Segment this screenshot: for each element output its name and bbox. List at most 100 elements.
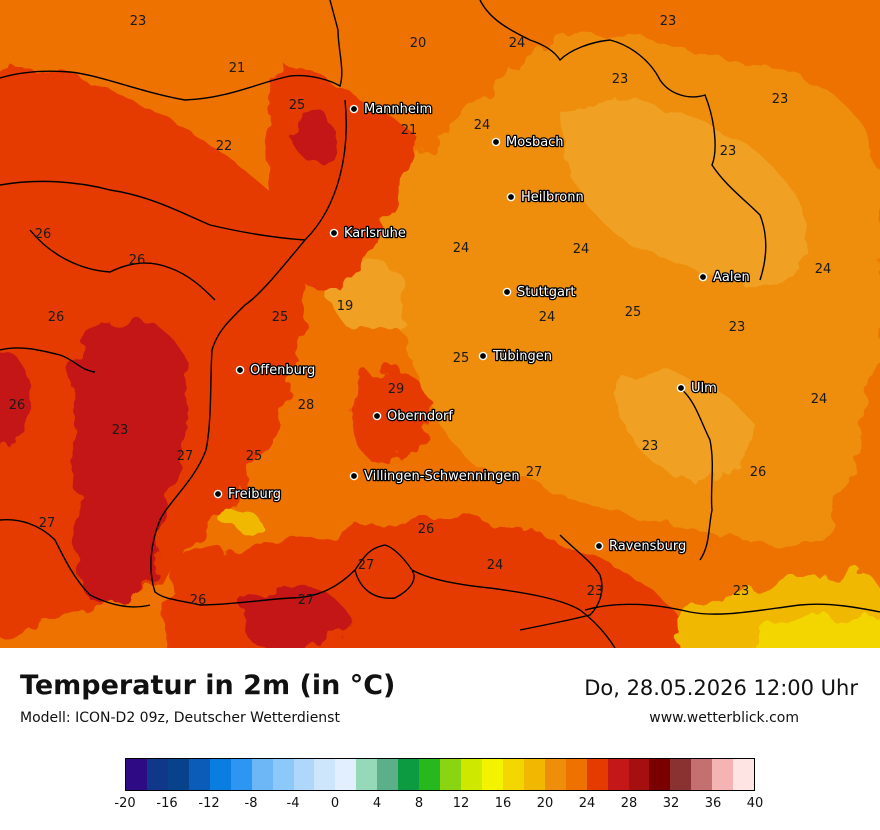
city-marker: Aalen bbox=[698, 269, 751, 286]
city-label: Heilbronn bbox=[521, 190, 584, 205]
city-label: Ulm bbox=[691, 381, 717, 396]
forecast-datetime: Do, 28.05.2026 12:00 Uhr bbox=[584, 676, 858, 700]
city-marker: Mosbach bbox=[491, 134, 565, 151]
temp-value-label: 27 bbox=[298, 593, 315, 608]
temp-value-label: 24 bbox=[573, 242, 590, 257]
legend-swatch bbox=[461, 759, 482, 790]
city-dot bbox=[213, 489, 223, 499]
legend-swatch bbox=[272, 759, 294, 790]
legend-swatch bbox=[377, 759, 399, 790]
city-marker: Heilbronn bbox=[506, 189, 585, 206]
city-marker: Oberndorf bbox=[372, 408, 455, 425]
temp-value-label: 20 bbox=[410, 36, 427, 51]
legend-swatch bbox=[251, 759, 273, 790]
legend-tick-label: 8 bbox=[414, 796, 424, 811]
border-line bbox=[679, 387, 713, 561]
temp-value-label: 25 bbox=[272, 310, 289, 325]
city-dot bbox=[506, 192, 516, 202]
legend-swatch bbox=[607, 759, 629, 790]
city-dot bbox=[349, 471, 359, 481]
city-dot bbox=[491, 137, 501, 147]
border-lines bbox=[0, 0, 880, 648]
legend-swatch bbox=[419, 759, 441, 790]
city-marker: Freiburg bbox=[213, 486, 282, 503]
temp-field-alps-cold bbox=[758, 614, 880, 648]
legend-swatch bbox=[398, 759, 420, 790]
legend-swatch bbox=[146, 759, 168, 790]
border-line bbox=[150, 239, 616, 648]
legend-tick-label: 12 bbox=[452, 796, 470, 811]
legend-tick-label: -4 bbox=[286, 796, 300, 811]
legend-tick-label: -16 bbox=[156, 796, 178, 811]
legend-ticks: -20 -16 -12 -8 -4 0 4 8 12 16 20 24 28 32 36 40 bbox=[114, 796, 763, 816]
legend-swatch bbox=[670, 759, 692, 790]
city-label: Mosbach bbox=[506, 135, 564, 150]
legend-swatch bbox=[440, 759, 461, 790]
legend-swatch bbox=[209, 759, 231, 790]
website-link[interactable]: www.wetterblick.com bbox=[649, 710, 799, 726]
legend-tick-label: -8 bbox=[244, 796, 258, 811]
border-line bbox=[0, 347, 96, 373]
city-dot bbox=[478, 351, 488, 361]
city-label: Aalen bbox=[713, 270, 750, 285]
legend-swatch bbox=[712, 759, 734, 790]
legend-swatch bbox=[628, 759, 650, 790]
temp-value-label: 26 bbox=[9, 398, 26, 413]
temperature-map: 23 20 24 23 21 23 23 25 21 24 22 23 26 26 24 24 24 26 25 19… bbox=[0, 0, 880, 648]
temp-value-label: 27 bbox=[177, 449, 194, 464]
legend-swatch bbox=[565, 759, 587, 790]
city-marker: Offenburg bbox=[235, 362, 317, 379]
legend-tick-label: 20 bbox=[536, 796, 554, 811]
legend-tick-label: 28 bbox=[620, 796, 638, 811]
legend-tick-label: -12 bbox=[198, 796, 220, 811]
temp-value-label: 23 bbox=[587, 584, 604, 599]
legend-swatch bbox=[335, 759, 357, 790]
temp-value-label: 23 bbox=[733, 584, 750, 599]
temp-value-label: 27 bbox=[526, 465, 543, 480]
temp-value-label: 24 bbox=[453, 241, 470, 256]
legend-tick-label: 24 bbox=[578, 796, 596, 811]
legend-swatch bbox=[356, 759, 378, 790]
legend-swatch bbox=[586, 759, 608, 790]
temp-value-label: 24 bbox=[811, 392, 828, 407]
city-label: Offenburg bbox=[250, 363, 315, 378]
border-line bbox=[519, 534, 603, 631]
temp-field-26d bbox=[351, 369, 430, 462]
city-marker: Ravensburg bbox=[594, 538, 688, 555]
city-marker: Mannheim bbox=[349, 101, 433, 118]
legend-swatch bbox=[293, 759, 315, 790]
temp-value-label: 23 bbox=[642, 439, 659, 454]
city-label: Stuttgart bbox=[517, 285, 575, 300]
temp-value-label: 23 bbox=[130, 14, 147, 29]
temp-value-label: 25 bbox=[289, 98, 306, 113]
temp-field-22b bbox=[618, 372, 752, 482]
temp-value-label: 26 bbox=[35, 227, 52, 242]
temp-value-label: 22 bbox=[216, 139, 233, 154]
temp-value-label: 27 bbox=[358, 558, 375, 573]
legend-tick-label: 0 bbox=[330, 796, 340, 811]
model-source: Modell: ICON-D2 09z, Deutscher Wetterdie… bbox=[20, 710, 340, 726]
city-label: Karlsruhe bbox=[344, 226, 406, 241]
temp-field-22 bbox=[560, 101, 809, 286]
temp-value-label: 26 bbox=[418, 522, 435, 537]
city-label: Oberndorf bbox=[387, 409, 453, 424]
temp-value-label: 27 bbox=[39, 516, 56, 531]
temp-field-28d bbox=[290, 107, 336, 161]
temp-value-label: 21 bbox=[401, 123, 418, 138]
city-marker: Ulm bbox=[676, 380, 718, 397]
temp-value-label: 25 bbox=[453, 351, 470, 366]
temp-value-label: 28 bbox=[298, 398, 315, 413]
legend-swatch bbox=[649, 759, 671, 790]
legend-tick-label: 16 bbox=[494, 796, 512, 811]
city-dot bbox=[676, 383, 686, 393]
temp-value-label: 23 bbox=[720, 144, 737, 159]
border-line bbox=[584, 603, 880, 615]
temp-value-label: 24 bbox=[815, 262, 832, 277]
temp-value-label: 23 bbox=[660, 14, 677, 29]
legend-swatch bbox=[314, 759, 336, 790]
color-legend bbox=[125, 758, 755, 791]
city-dot bbox=[372, 411, 382, 421]
footer: Temperatur in 2m (in °C) Modell: ICON-D2… bbox=[0, 648, 880, 830]
city-label: Ravensburg bbox=[609, 539, 686, 554]
legend-swatch bbox=[481, 759, 503, 790]
